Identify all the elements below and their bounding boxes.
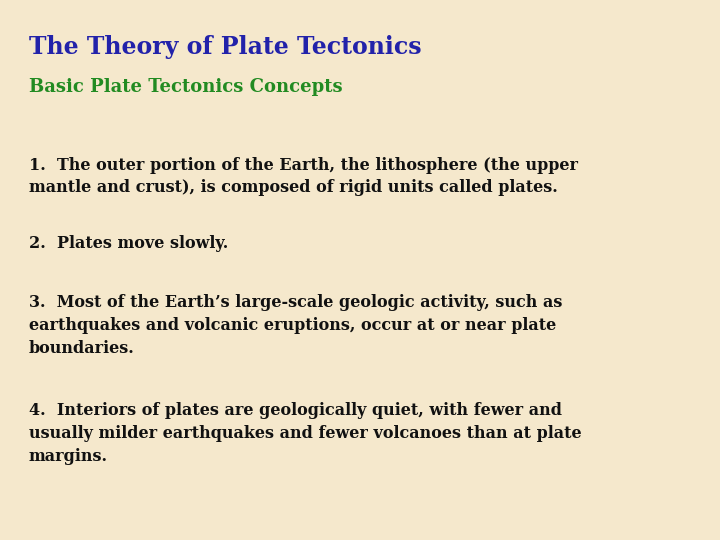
Text: Basic Plate Tectonics Concepts: Basic Plate Tectonics Concepts bbox=[29, 78, 343, 96]
Text: 4.  Interiors of plates are geologically quiet, with fewer and
usually milder ea: 4. Interiors of plates are geologically … bbox=[29, 402, 582, 465]
Text: 2.  Plates move slowly.: 2. Plates move slowly. bbox=[29, 235, 228, 252]
Text: 1.  The outer portion of the Earth, the lithosphere (the upper
mantle and crust): 1. The outer portion of the Earth, the l… bbox=[29, 157, 577, 197]
Text: 3.  Most of the Earth’s large-scale geologic activity, such as
earthquakes and v: 3. Most of the Earth’s large-scale geolo… bbox=[29, 294, 562, 357]
Text: The Theory of Plate Tectonics: The Theory of Plate Tectonics bbox=[29, 35, 421, 59]
